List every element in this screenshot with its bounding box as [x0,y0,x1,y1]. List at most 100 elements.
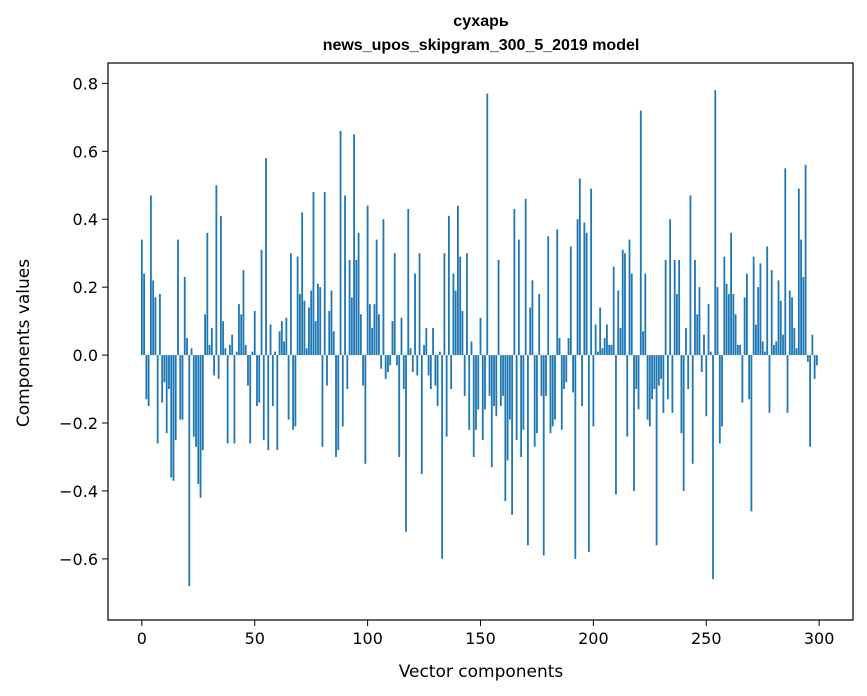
y-tick-label: 0.8 [73,74,98,93]
bar-103 [373,304,376,356]
bar-224 [646,355,649,420]
bar-153 [486,93,489,356]
bar-12 [168,355,170,390]
bar-277 [766,246,769,356]
chart-title: сухарь [453,13,509,30]
bar-165 [513,209,516,356]
bar-series [140,90,818,587]
bar-68 [294,355,297,427]
bar-207 [608,344,611,356]
bar-26 [199,355,202,498]
bar-217 [630,273,633,356]
bar-39 [229,344,231,356]
bar-242 [687,355,690,390]
bar-205 [603,338,606,356]
bar-93 [350,297,353,356]
bar-280 [773,344,775,356]
bar-239 [680,355,683,434]
bar-249 [703,334,705,356]
bar-140 [457,205,459,356]
bar-53 [260,249,263,356]
bar-208 [610,344,613,356]
bar-241 [685,327,687,356]
bar-258 [723,256,726,356]
bar-69 [296,256,299,356]
bar-178 [542,355,545,556]
bar-248 [700,355,703,373]
bar-104 [375,239,378,356]
x-tick-label: 50 [245,629,265,648]
bar-177 [540,355,543,396]
bar-60 [276,355,279,451]
bar-184 [556,229,559,356]
bar-24 [195,355,197,447]
chart-subtitle: news_upos_skipgram_300_5_2019 model [323,37,640,54]
bar-185 [558,338,561,356]
bar-297 [811,334,814,356]
bar-30 [208,344,211,356]
bar-265 [739,344,742,356]
bar-160 [502,355,504,396]
bar-115 [400,317,403,356]
bar-58 [271,355,274,407]
bar-64 [285,317,288,356]
bar-197 [585,232,588,356]
bar-232 [664,259,667,356]
bar-152 [484,355,486,410]
bar-238 [678,259,681,356]
bar-298 [813,355,816,379]
bar-84 [330,290,333,356]
bar-222 [642,331,644,356]
bar-61 [278,331,281,356]
bar-131 [436,355,439,407]
bar-194 [578,178,581,356]
bar-175 [536,355,538,434]
bar-102 [371,327,374,356]
bar-274 [759,263,762,356]
x-tick-label: 100 [352,629,383,648]
bar-113 [396,355,398,366]
bar-201 [594,324,597,356]
bar-268 [745,273,748,356]
bar-129 [432,327,434,356]
bar-191 [572,355,574,393]
bar-40 [231,334,234,356]
bar-125 [423,344,425,356]
bar-204 [601,348,604,356]
bar-5 [152,280,155,356]
bar-183 [554,355,556,420]
bar-108 [384,355,387,379]
bar-100 [366,205,369,356]
bar-221 [639,110,642,356]
x-tick-label: 0 [137,629,147,648]
bar-295 [806,355,809,362]
y-tick-label: 0.0 [73,346,98,365]
bar-76 [312,192,315,356]
bar-254 [714,90,717,356]
bar-278 [768,355,771,413]
bar-50 [253,310,256,356]
bar-266 [741,355,744,403]
bar-179 [545,355,547,396]
bar-96 [357,232,360,356]
bar-46 [244,344,247,356]
bar-269 [748,355,751,400]
bar-173 [531,280,534,356]
bar-114 [398,355,401,457]
bar-137 [450,355,453,390]
bar-126 [425,327,428,356]
y-tick-label: −0.4 [59,482,98,501]
bar-78 [317,283,319,356]
bar-172 [529,307,532,356]
bar-157 [495,355,498,417]
bar-144 [466,253,468,356]
bar-33 [215,185,218,356]
bar-210 [615,355,617,495]
bar-256 [718,355,721,444]
bar-203 [599,307,602,356]
bar-276 [764,351,766,356]
bar-87 [337,355,340,451]
bar-44 [240,314,243,356]
bar-294 [804,164,807,356]
bar-271 [752,256,755,356]
